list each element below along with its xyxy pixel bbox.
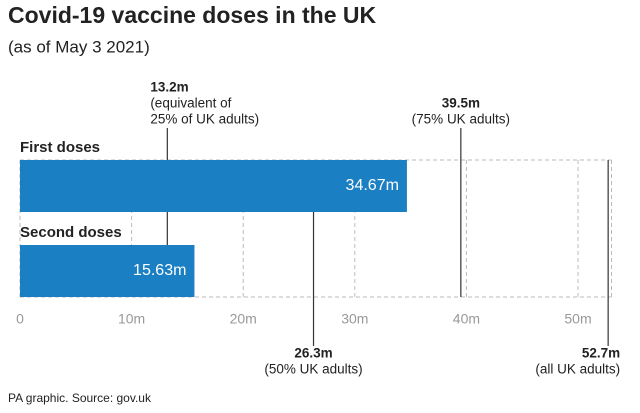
reference-note: (50% UK adults)	[264, 362, 362, 377]
value-label: 15.63m	[133, 262, 186, 279]
x-tick-label: 50m	[564, 311, 591, 327]
reference-label: 13.2m	[150, 80, 188, 95]
category-label: Second doses	[20, 224, 122, 241]
reference-note: (all UK adults)	[535, 362, 620, 377]
reference-note: (equivalent of	[150, 96, 231, 111]
value-label: 34.67m	[346, 177, 399, 194]
x-tick-label: 40m	[453, 311, 480, 327]
bar	[20, 160, 407, 212]
reference-note: (75% UK adults)	[412, 112, 510, 127]
x-tick-label: 30m	[341, 311, 368, 327]
category-label: First doses	[20, 139, 100, 156]
x-tick-label: 20m	[230, 311, 257, 327]
reference-label: 39.5m	[442, 96, 480, 111]
source: PA graphic. Source: gov.uk	[8, 391, 152, 405]
chart-title: Covid-19 vaccine doses in the UK	[8, 2, 377, 28]
x-tick-label: 0	[16, 311, 24, 327]
x-tick-label: 10m	[118, 311, 145, 327]
reference-note: 25% of UK adults)	[150, 112, 259, 127]
reference-label: 52.7m	[582, 346, 620, 361]
bar	[20, 245, 195, 297]
reference-label: 26.3m	[294, 346, 332, 361]
chart-subtitle: (as of May 3 2021)	[8, 37, 150, 56]
